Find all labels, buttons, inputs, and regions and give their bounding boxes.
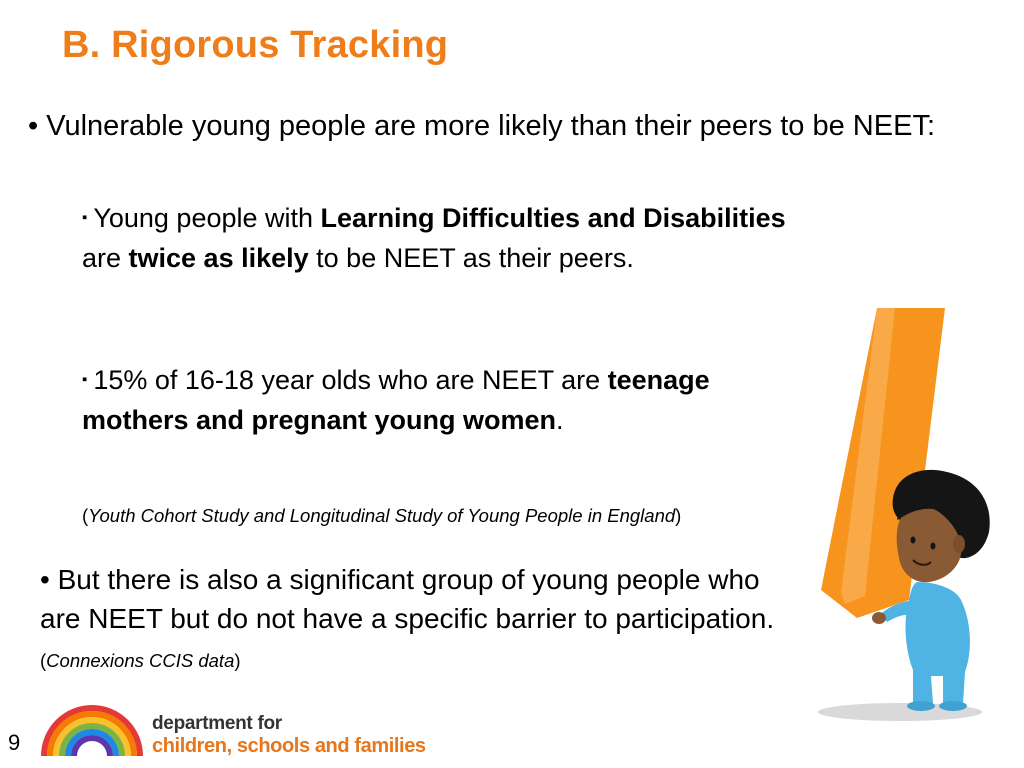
paren-open: ( (40, 650, 47, 671)
bullet-point-vulnerable: • Vulnerable young people are more likel… (28, 106, 1008, 146)
logo-text-department: department for (152, 713, 282, 734)
sub-bullet-teenage-mothers: ▪ 15% of 16-18 year olds who are NEET are… (82, 360, 812, 440)
square-bullet-icon: ▪ (82, 371, 88, 388)
text-segment: Young people with (93, 203, 321, 233)
bullet-text: But there is also a significant group of… (40, 564, 775, 634)
source-citation: (Youth Cohort Study and Longitudinal Stu… (82, 503, 681, 529)
rainbow-logo-icon (41, 705, 143, 757)
bold-segment: teenage mothers and pregnant young women (82, 365, 710, 435)
child-with-exclamation-icon (818, 308, 990, 721)
page-number: 9 (8, 730, 21, 755)
paren-close: ) (675, 505, 682, 526)
text-segment: are (82, 243, 129, 273)
slide-title: B. Rigorous Tracking (62, 24, 449, 66)
bullet-point-no-barrier: • But there is also a significant group … (40, 560, 800, 680)
text-segment: . (556, 405, 564, 435)
source-text: Youth Cohort Study and Longitudinal Stud… (88, 505, 676, 526)
text-segment: to be NEET as their peers. (308, 243, 634, 273)
bullet-marker: • (28, 110, 39, 142)
text-segment: 15% of 16-18 year olds who are NEET are (93, 365, 608, 395)
paren-open: ( (82, 505, 89, 526)
sub-bullet-ldd: ▪ Young people with Learning Difficulties… (82, 198, 812, 278)
logo-text-dcsf: children, schools and families (152, 735, 426, 757)
bold-segment: Learning Difficulties and Disabilities (320, 203, 786, 233)
bold-segment: twice as likely (128, 243, 309, 273)
bullet-text: Vulnerable young people are more likely … (46, 110, 935, 142)
paren-close: ) (234, 650, 241, 671)
source-text: Connexions CCIS data (46, 650, 235, 671)
bullet-marker: • (40, 564, 50, 595)
square-bullet-icon: ▪ (82, 209, 88, 226)
